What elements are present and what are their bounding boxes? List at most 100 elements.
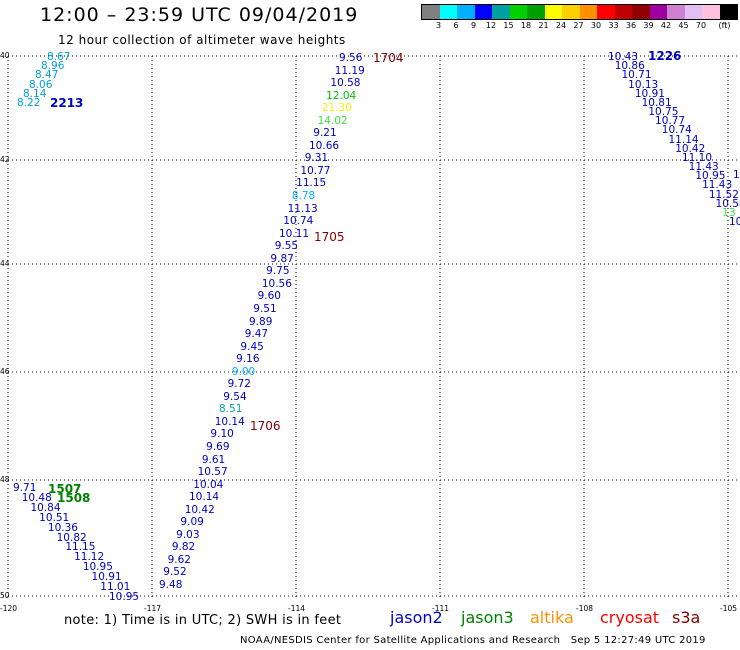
satellite-name: jason2 xyxy=(390,608,443,627)
wave-height-value: 11.01 xyxy=(100,581,131,594)
wave-height-value: 9.21 xyxy=(313,127,337,140)
wave-height-value: 8.14 xyxy=(23,87,47,100)
page-subtitle: 12 hour collection of altimeter wave hei… xyxy=(58,33,346,47)
legend-label: 6 xyxy=(453,21,459,30)
wave-height-value: 10.91 xyxy=(634,87,665,100)
wave-height-value: 10 xyxy=(729,216,740,228)
wave-height-value: 9.60 xyxy=(257,290,281,303)
wave-height-value: 11.43 xyxy=(688,161,719,173)
legend-swatch xyxy=(439,5,457,19)
wave-height-value: 8.22 xyxy=(17,97,41,109)
lon-label: -105 xyxy=(720,604,738,613)
wave-height-value: 10.14 xyxy=(214,415,245,428)
wave-height-value: 11.19 xyxy=(334,64,365,77)
pass-label: 1704 xyxy=(373,51,404,65)
wave-height-value: 11.12 xyxy=(74,551,105,564)
legend-swatch xyxy=(597,5,615,19)
wave-height-value: 10.43 xyxy=(608,51,639,63)
legend-label: 24 xyxy=(555,21,567,30)
wave-height-value: 10.95 xyxy=(695,170,726,183)
legend-swatch xyxy=(544,5,562,19)
legend-swatch xyxy=(509,5,527,19)
wave-height-value: 9.51 xyxy=(253,302,277,315)
wave-height-value: 10.95 xyxy=(109,591,140,603)
wave-height-value: 11.14 xyxy=(668,133,699,146)
wave-height-value: 10.71 xyxy=(621,69,652,82)
wave-height-value: 10.57 xyxy=(197,466,228,479)
wave-height-value: 8.51 xyxy=(219,403,243,416)
wave-height-value: 10.75 xyxy=(648,106,679,118)
footer-credit: NOAA/NESDIS Center for Satellite Applica… xyxy=(240,635,706,646)
wave-height-value: 10.81 xyxy=(641,96,672,109)
legend-label: 3 xyxy=(435,21,442,30)
wave-height-value: 9.71 xyxy=(13,482,37,494)
pass-label: 1705 xyxy=(314,230,345,244)
legend-swatch xyxy=(614,5,632,19)
lat-label: 50 xyxy=(0,591,10,600)
wave-height-value: 10.95 xyxy=(82,561,113,574)
wave-height-value: 9.69 xyxy=(206,440,230,453)
wave-height-value: 10.74 xyxy=(283,215,314,228)
wave-height-value: 11.13 xyxy=(287,202,318,215)
wave-height-value: 10.91 xyxy=(91,571,122,584)
lon-label: -111 xyxy=(432,604,450,613)
pass-label: 1507 xyxy=(48,482,82,496)
legend-label: 39 xyxy=(643,21,654,30)
wave-height-value: 10.56 xyxy=(261,277,292,290)
wave-height-value: 10.36 xyxy=(47,521,78,534)
wave-height-value: 9.52 xyxy=(163,566,187,579)
wave-height-value: 8.78 xyxy=(291,190,316,203)
map-grid xyxy=(7,55,740,600)
legend-swatch xyxy=(579,5,597,19)
legend-label: 30 xyxy=(590,21,602,30)
legend-swatch xyxy=(422,5,440,19)
wave-height-value: 9.10 xyxy=(210,428,234,441)
wave-height-value: 10.11 xyxy=(279,227,310,240)
legend-swatch xyxy=(684,5,702,19)
wave-height-value: 13 xyxy=(722,206,736,219)
pass-label: 1706 xyxy=(250,419,281,433)
wave-height-value: 10.84 xyxy=(30,501,61,514)
wave-height-value: 9.72 xyxy=(227,378,251,391)
wave-height-value: 9.47 xyxy=(244,328,269,341)
wave-height-value: 10.86 xyxy=(614,60,645,73)
satellite-name: jason3 xyxy=(461,608,514,627)
page-title: 12:00 – 23:59 UTC 09/04/2019 xyxy=(40,4,359,26)
wave-height-value: 9.82 xyxy=(171,541,196,554)
wave-height-value: 8.67 xyxy=(47,51,71,63)
wave-height-value: 10.14 xyxy=(189,491,220,504)
wave-height-value: 9.31 xyxy=(304,152,329,165)
wave-height-value: 14.02 xyxy=(317,114,348,127)
legend-label: 42 xyxy=(660,21,672,30)
legend-label: 27 xyxy=(573,21,584,30)
satellite-name: s3a xyxy=(672,608,701,627)
wave-height-value: 9.09 xyxy=(180,516,204,529)
generated-timestamp: Sep 5 12:27:49 UTC 2019 xyxy=(570,635,706,646)
wave-height-value: 10.48 xyxy=(21,491,52,504)
legend-swatch xyxy=(649,5,667,19)
wave-height-value: 10.58 xyxy=(330,77,361,90)
lat-label: 42 xyxy=(0,155,10,164)
wave-height-value: 10.42 xyxy=(184,503,215,516)
lat-label: 46 xyxy=(0,367,10,376)
wave-height-value: 10.13 xyxy=(628,78,659,91)
wave-height-value: 9.54 xyxy=(223,390,247,403)
legend-label: 33 xyxy=(608,21,619,30)
legend-swatch xyxy=(719,5,737,19)
legend-swatch xyxy=(562,5,580,19)
wave-height-value: 9.55 xyxy=(274,240,299,253)
wave-height-value: 21.30 xyxy=(321,102,352,115)
color-legend: 3 6 9 12 15 18 21 24 27 30 33 36 39 42 45 70 (ft) xyxy=(421,4,738,32)
legend-label: 12 xyxy=(485,21,497,30)
lon-label: -120 xyxy=(0,604,18,613)
legend-label: 45 xyxy=(678,21,689,30)
wave-height-value: 10.51 xyxy=(39,511,70,524)
wave-height-value: 9.61 xyxy=(201,453,226,466)
legend-swatch xyxy=(702,5,720,19)
footer-note: note: 1) Time is in UTC; 2) SWH is in fe… xyxy=(64,613,342,628)
legend-label: 9 xyxy=(470,21,477,30)
satellite-name: cryosat xyxy=(600,608,660,627)
legend-swatch xyxy=(527,5,545,19)
wave-height-value: 12.04 xyxy=(326,89,357,102)
